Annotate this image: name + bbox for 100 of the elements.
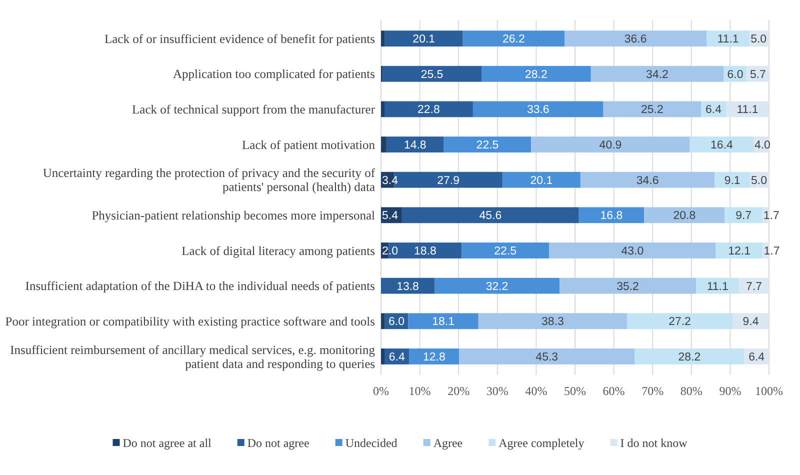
x-tick-label: 90% [719,384,742,398]
y-tick-label: Lack of or insufficient evidence of benefit for patients [104,32,376,46]
data-label: 13.8 [396,280,419,293]
x-tick-label: 40% [525,384,548,398]
data-label: 9.7 [736,210,752,222]
data-label: 12.8 [422,351,446,364]
data-label: 5.7 [750,68,766,81]
data-label: 6.4 [748,351,766,364]
data-label: 11.1 [736,104,758,116]
bar [381,136,386,152]
bar [716,242,763,258]
bar [696,278,740,294]
data-label: 14.8 [404,140,426,152]
bar [739,278,769,294]
data-label: 35.2 [616,280,639,293]
data-label: 11.1 [706,280,728,293]
data-label: 27.9 [437,174,460,187]
bar [590,66,724,82]
data-label: 22.8 [418,104,440,116]
x-tick-label: 50% [564,384,586,398]
x-tick-label: 20% [448,384,470,398]
data-label: 7.7 [746,280,762,293]
data-label: 45.3 [536,351,558,364]
data-label: 26.2 [502,34,525,46]
bar [444,136,532,152]
data-label: 16.8 [600,210,623,222]
y-tick-label: Insufficient adaptation of the DiHA to the individual needs of patients [25,279,376,294]
data-label: 6.4 [706,104,722,116]
y-tick-label: Poor integration or compatibility with existing practice software and tools [5,314,376,329]
data-label: 18.8 [414,246,436,258]
data-label: 22.5 [494,246,517,258]
bar [634,348,744,364]
bar [564,30,707,46]
data-label: 34.2 [646,68,668,81]
bar [580,172,715,188]
bar [714,172,750,188]
bar [578,207,644,224]
y-tick-label: Insufficient reimbursement of ancillary medical services, e.g. monitoring patient data and responding to queries [10,342,376,371]
data-label: 38.3 [541,316,564,328]
bar [724,207,762,224]
data-label: 27.2 [668,316,691,328]
data-label: 12.1 [728,246,751,258]
legend-label: Undecided [345,436,398,450]
data-label: 25.5 [420,68,444,81]
bar [603,101,702,118]
x-tick-label: 60% [602,384,625,398]
data-label: 28.2 [678,351,701,364]
bar [462,242,550,258]
data-label: 6.4 [388,351,406,364]
y-tick-label: Lack of digital literacy among patients [182,244,376,258]
data-label: 20.1 [412,34,436,46]
data-label: 1.7 [764,246,780,258]
data-label: 9.4 [742,316,760,328]
bar [478,313,627,330]
bar [462,30,565,46]
bar [472,101,604,118]
bar [531,136,690,152]
data-label: 28.2 [525,68,548,81]
data-label: 1.7 [763,210,780,222]
bar [502,172,580,188]
data-label: 45.6 [479,210,502,222]
bar [381,313,385,330]
data-label: 5.0 [750,34,767,46]
data-label: 25.2 [641,104,664,116]
data-label: 33.6 [526,104,550,116]
x-tick-label: 70% [642,384,664,398]
legend-label: Agree completely [498,436,584,450]
bar [386,136,444,152]
legend-label: I do not know [620,436,688,450]
data-label: 20.1 [530,174,553,187]
y-tick-label: Lack of patient motivation [242,138,376,152]
x-tick-label: 0% [373,384,389,398]
y-tick-label: Lack of technical support from the manufacturer [132,102,376,117]
data-label: 43.0 [621,246,644,258]
x-tick-label: 30% [486,384,508,398]
bar [408,313,478,330]
data-label: 16.4 [710,140,734,152]
bar [559,278,696,294]
bar [706,30,750,46]
data-label: 3.4 [382,174,399,187]
bar [382,66,482,82]
data-label: 36.6 [624,34,647,46]
legend-label: Do not agree [247,436,310,450]
bar [626,313,733,330]
y-tick-label: Application too complicated for patients [172,67,376,82]
bar [384,101,473,118]
x-tick-label: 10% [408,384,431,398]
data-label: 5.0 [750,174,767,187]
bar [690,136,754,152]
data-label: 6.0 [388,316,405,328]
bar [458,348,635,364]
y-tick-label: Physician-patient relationship becomes more impersonal [92,208,376,223]
bar [409,348,459,364]
bar [402,207,579,224]
data-label: 11.1 [717,34,739,46]
bar [381,101,384,118]
legend-label: Agree [433,436,463,450]
data-label: 34.6 [636,174,659,187]
data-label: 6.0 [727,68,744,81]
data-label: 22.5 [476,140,499,152]
